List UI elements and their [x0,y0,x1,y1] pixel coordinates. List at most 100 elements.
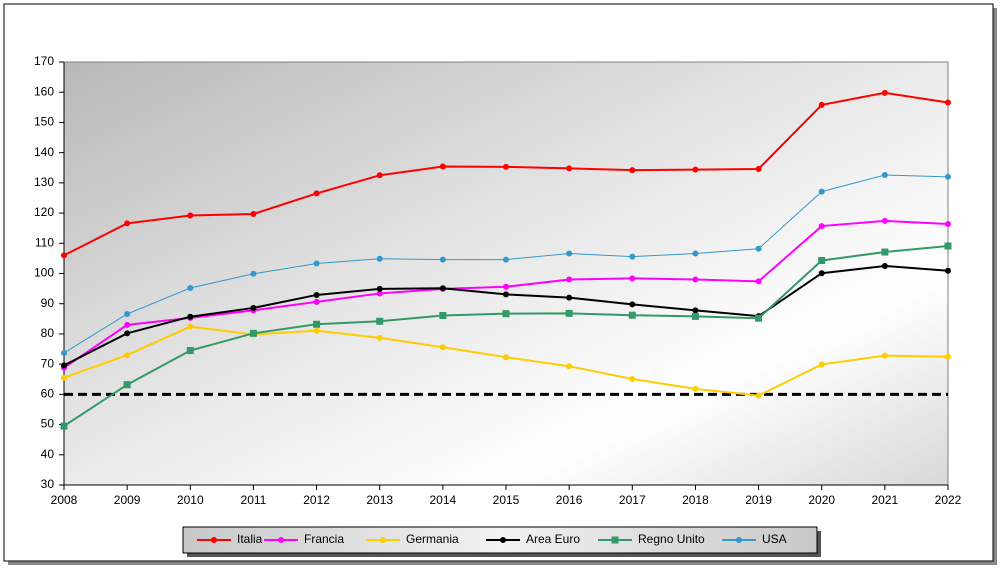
legend-marker [500,537,506,543]
data-point [439,344,446,351]
legend-label: Italia [237,532,263,546]
data-point [313,190,320,197]
data-point [186,347,194,355]
data-point [692,166,699,173]
data-point [755,278,762,285]
data-point [439,256,446,263]
data-point [61,374,67,381]
data-point [503,291,509,298]
legend-marker [380,537,386,543]
data-point [376,290,383,297]
data-point [629,167,636,174]
data-point [60,422,68,430]
data-point [61,362,67,369]
data-point [818,188,825,195]
data-point [61,349,67,356]
data-point [628,311,636,319]
x-tick-label: 2009 [114,493,141,507]
data-point [755,392,762,399]
data-point [124,310,131,317]
y-tick-label: 120 [34,205,54,219]
data-point [692,307,699,314]
data-point [945,220,951,227]
y-tick-label: 40 [41,447,55,461]
data-point [187,323,194,330]
data-point [692,276,699,283]
data-point [503,354,509,361]
data-point [881,352,888,359]
x-tick-label: 2008 [51,493,78,507]
legend-label: Germania [406,532,459,546]
data-point [376,334,383,341]
y-tick-label: 150 [34,115,54,129]
x-tick-label: 2015 [493,493,520,507]
data-point [249,329,257,337]
data-point [566,250,573,257]
data-point [503,163,509,170]
data-point [313,291,320,298]
data-point [691,312,699,320]
plot-area [63,61,949,486]
legend-marker [278,537,284,543]
data-point [439,163,446,170]
data-point [945,353,951,360]
data-point [124,330,131,337]
data-point [124,352,131,359]
data-point [250,210,257,217]
data-point [566,294,573,301]
x-tick-label: 2016 [556,493,583,507]
y-tick-label: 170 [34,54,54,68]
data-point [376,317,384,325]
legend-label: Area Euro [526,532,580,546]
data-point [881,248,889,256]
x-tick-label: 2012 [303,493,330,507]
data-point [313,298,320,305]
x-tick-label: 2017 [619,493,646,507]
data-point [502,310,510,318]
data-point [376,172,383,179]
data-point [881,262,888,269]
data-point [629,253,636,260]
data-point [376,285,383,292]
data-point [945,267,951,274]
data-point [755,165,762,172]
y-tick-label: 160 [34,84,54,98]
data-point [376,255,383,262]
x-tick-label: 2021 [872,493,899,507]
legend-marker [211,537,217,543]
y-tick-label: 60 [41,387,55,401]
data-point [755,314,763,322]
data-point [566,363,573,370]
legend-label: Francia [304,532,344,546]
data-point [945,173,951,180]
data-point [313,327,320,334]
x-tick-label: 2020 [808,493,835,507]
y-tick-label: 140 [34,145,54,159]
y-tick-label: 30 [41,477,55,491]
data-point [123,381,131,389]
data-point [503,256,509,263]
legend-label: Regno Unito [638,532,705,546]
data-point [818,257,826,265]
data-point [503,283,509,290]
data-point [124,220,131,227]
data-point [881,172,888,179]
data-point [692,385,699,392]
x-tick-label: 2011 [241,493,267,507]
y-tick-label: 110 [35,235,54,249]
data-point [187,285,194,292]
data-point [124,321,131,328]
y-tick-label: 50 [41,417,55,431]
x-tick-label: 2010 [177,493,204,507]
x-tick-label: 2013 [366,493,393,507]
data-point [629,275,636,282]
data-point [250,304,257,311]
x-tick-label: 2014 [430,493,457,507]
data-point [566,276,573,283]
data-point [818,101,825,108]
data-point [692,250,699,257]
data-point [944,242,952,250]
y-tick-label: 80 [41,326,55,340]
legend-marker [611,536,619,544]
